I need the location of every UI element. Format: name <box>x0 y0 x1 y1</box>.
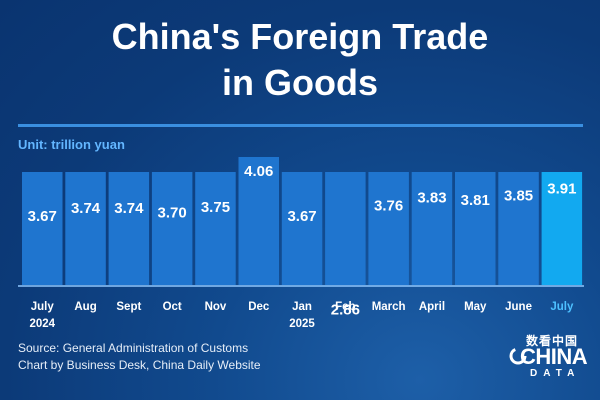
unit-label: Unit: trillion yuan <box>18 137 125 152</box>
data-label-1: 3.74 <box>71 200 101 217</box>
bar-7 <box>325 172 366 285</box>
logo-main-text: CHINA <box>520 344 588 369</box>
data-label-2: 3.74 <box>114 200 144 217</box>
chart-title-line1: China's Foreign Trade <box>111 16 489 57</box>
year-label-6: 2025 <box>289 318 315 330</box>
bar-12 <box>541 172 583 285</box>
data-label-11: 3.85 <box>504 187 533 204</box>
source-text: Source: General Administration of Custom… <box>18 341 249 355</box>
data-label-4: 3.75 <box>201 199 230 216</box>
credit-text: Chart by Business Desk, China Daily Webs… <box>18 358 261 372</box>
data-label-10: 3.81 <box>461 192 490 209</box>
data-label-5: 4.06 <box>244 163 273 180</box>
bar-9 <box>411 172 453 285</box>
data-label-12: 3.91 <box>547 180 576 197</box>
logo-ring-icon <box>509 347 527 365</box>
chart-title: China's Foreign Trade in Goods <box>0 14 600 106</box>
logo-sub-text: DATA <box>530 368 581 379</box>
title-divider <box>18 124 583 127</box>
x-tick-label-5: Dec <box>248 301 270 313</box>
year-label-0: 2024 <box>29 318 55 330</box>
x-tick-label-9: April <box>419 301 445 313</box>
x-tick-label-4: Nov <box>205 301 227 313</box>
x-tick-label-1: Aug <box>74 301 96 313</box>
x-tick-label-7: Feb <box>335 301 355 313</box>
bar-6 <box>281 172 323 285</box>
bar-3 <box>151 172 193 285</box>
footer: Source: General Administration of Custom… <box>18 340 261 374</box>
bar-2 <box>108 172 150 285</box>
x-tick-label-10: May <box>464 301 487 313</box>
bar-4 <box>195 172 236 285</box>
bar-5 <box>238 157 279 285</box>
x-tick-label-2: Sept <box>116 301 141 313</box>
data-label-9: 3.83 <box>417 190 446 207</box>
data-label-8: 3.76 <box>374 198 403 215</box>
china-data-logo: 数看中国 CHINA DATA <box>508 332 594 384</box>
logo-chinese-text: 数看中国 <box>526 334 579 348</box>
bar-1 <box>65 172 106 285</box>
x-tick-label-12: July <box>550 301 574 313</box>
x-tick-label-3: Oct <box>163 301 182 313</box>
bar-0 <box>22 172 63 285</box>
bar-11 <box>498 172 539 285</box>
x-tick-label-8: March <box>372 301 406 313</box>
data-label-7: 2.86 <box>331 302 360 319</box>
data-label-0: 3.67 <box>28 208 57 225</box>
bar-10 <box>455 172 496 285</box>
x-tick-label-6: Jan <box>292 301 312 313</box>
x-tick-label-11: June <box>505 301 532 313</box>
data-label-6: 3.67 <box>287 208 316 225</box>
chart-title-line2: in Goods <box>222 62 378 103</box>
bar-8 <box>368 172 409 285</box>
x-tick-label-0: July <box>31 301 55 313</box>
data-label-3: 3.70 <box>158 205 187 222</box>
